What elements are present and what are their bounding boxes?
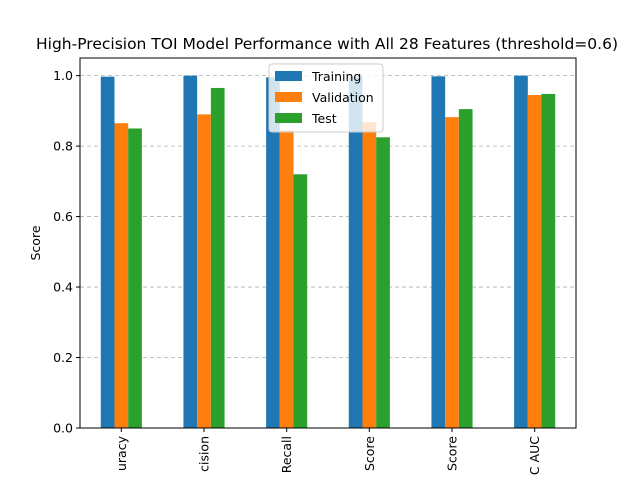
y-tick-label: 0.4 <box>53 280 73 295</box>
x-tick-label: C AUC <box>527 436 542 475</box>
legend-swatch-training <box>275 71 302 81</box>
plot-frame <box>79 57 577 429</box>
legend-label-test: Test <box>311 111 337 126</box>
bars <box>100 75 556 429</box>
x-tick-label: Score <box>445 436 460 471</box>
legend-label-validation: Validation <box>312 90 374 105</box>
x-axis: uracy cision Recall Score Score C AUC <box>114 428 542 475</box>
bar-test-3 <box>376 137 390 429</box>
y-tick-label: 0.6 <box>53 209 73 224</box>
bar-training-3 <box>348 76 363 429</box>
bar-validation-1 <box>197 114 211 428</box>
bar-training-5 <box>514 75 528 428</box>
y-tick-label: 0.2 <box>53 350 73 365</box>
bar-validation-3 <box>362 122 377 428</box>
y-tick-label: 0.0 <box>53 421 73 436</box>
y-axis-label: Score <box>28 225 43 260</box>
bar-validation-2 <box>279 130 294 428</box>
legend: Training Validation Test <box>268 63 384 133</box>
bar-test-2 <box>293 174 308 428</box>
bar-test-1 <box>210 87 225 428</box>
legend-swatch-test <box>275 113 302 123</box>
bar-validation-0 <box>114 123 129 428</box>
y-tick-label: 0.8 <box>53 139 73 154</box>
x-tick-label: cision <box>197 436 212 472</box>
bar-training-1 <box>183 75 198 428</box>
bar-training-2 <box>266 77 280 428</box>
chart-title: High-Precision TOI Model Performance wit… <box>36 35 618 53</box>
y-axis: 0.0 0.2 0.4 0.6 0.8 1.0 <box>53 68 80 436</box>
bar-test-5 <box>541 93 556 428</box>
x-tick-label: uracy <box>114 435 129 471</box>
y-tick-label: 1.0 <box>53 68 73 83</box>
x-tick-label: Recall <box>279 436 294 473</box>
bar-validation-4 <box>445 117 459 428</box>
legend-label-training: Training <box>311 69 361 84</box>
bar-validation-5 <box>527 95 542 428</box>
x-tick-label: Score <box>362 436 377 471</box>
bar-test-4 <box>458 109 473 428</box>
bar-training-4 <box>431 76 446 429</box>
bar-test-0 <box>128 128 142 428</box>
legend-swatch-validation <box>275 92 302 102</box>
bar-training-0 <box>100 76 115 428</box>
